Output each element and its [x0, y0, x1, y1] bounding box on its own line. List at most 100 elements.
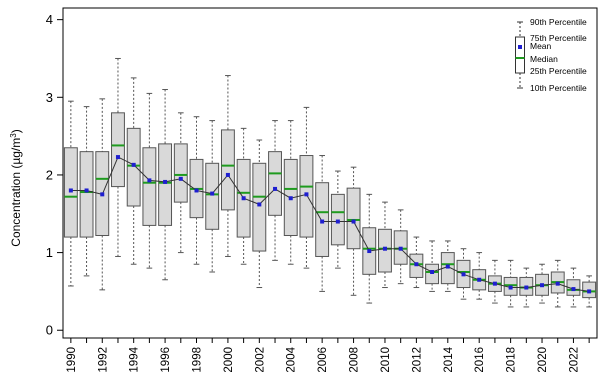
mean-marker — [382, 246, 387, 251]
legend-mean-marker — [518, 45, 522, 49]
y-tick-label: 0 — [46, 323, 53, 338]
iqr-box — [252, 162, 267, 252]
mean-marker — [131, 162, 136, 167]
mean-marker — [163, 179, 168, 184]
mean-marker — [398, 246, 403, 251]
x-tick-label: 2012 — [411, 347, 423, 373]
mean-marker — [84, 188, 89, 193]
mean-marker — [100, 192, 105, 197]
x-tick-label: 2014 — [443, 346, 455, 372]
box-2003 — [268, 120, 282, 261]
box-1999 — [205, 120, 220, 273]
x-tick-label: 2006 — [317, 347, 329, 373]
legend-box — [515, 36, 525, 74]
iqr-box — [158, 143, 173, 226]
mean-marker — [257, 202, 262, 207]
mean-marker — [178, 176, 183, 181]
legend-label-median: Median — [530, 54, 558, 64]
y-tick-label: 4 — [46, 12, 53, 27]
mean-marker — [335, 219, 340, 224]
iqr-box — [346, 187, 361, 250]
plot-frame — [62, 7, 598, 339]
x-tick-label: 1996 — [160, 347, 172, 373]
box-1995 — [142, 92, 157, 269]
x-tick-label: 1998 — [192, 347, 204, 373]
x-tick-label: 2010 — [380, 347, 392, 373]
mean-marker — [367, 249, 372, 254]
box-2016 — [472, 252, 487, 300]
mean-marker — [225, 172, 230, 177]
iqr-box — [142, 147, 157, 226]
mean-marker — [273, 186, 278, 191]
mean-marker — [477, 277, 482, 282]
mean-marker — [430, 270, 435, 274]
box-1997 — [173, 112, 188, 254]
x-tick-label: 2022 — [568, 347, 580, 373]
box-2005 — [299, 106, 314, 269]
legend-label-mean: Mean — [530, 41, 552, 51]
mean-marker — [194, 188, 199, 193]
y-tick-label: 2 — [46, 167, 53, 182]
mean-marker — [210, 191, 215, 196]
legend-label-p25: 25th Percentile — [530, 66, 587, 76]
legend-label-p75: 75th Percentile — [530, 33, 587, 43]
x-tick-label: 2000 — [223, 347, 235, 373]
mean-marker — [414, 262, 419, 267]
x-tick-label: 2002 — [254, 347, 266, 373]
legend-label-p90: 90th Percentile — [530, 17, 587, 27]
box-1993 — [111, 57, 125, 257]
mean-marker — [320, 219, 325, 224]
x-tick-label: 1992 — [97, 347, 109, 373]
y-axis-label: Concentration (µg/m3) — [9, 129, 24, 246]
mean-marker — [461, 272, 466, 277]
legend-label-p10: 10th Percentile — [530, 83, 587, 93]
iqr-box — [220, 129, 235, 211]
iqr-box — [268, 151, 282, 216]
iqr-box — [126, 127, 141, 207]
mean-marker — [445, 264, 450, 269]
mean-marker — [351, 219, 356, 224]
box-2009 — [362, 193, 377, 304]
box-2013 — [425, 240, 440, 292]
mean-marker — [571, 287, 576, 292]
x-tick-label: 2016 — [474, 347, 486, 373]
x-tick-label: 1994 — [129, 346, 141, 372]
box-1996 — [158, 89, 173, 281]
mean-marker — [68, 188, 73, 193]
mean-marker — [288, 196, 293, 201]
mean-marker — [524, 285, 529, 290]
box-2010 — [378, 201, 392, 289]
box-2000 — [220, 75, 235, 257]
mean-marker — [508, 285, 513, 290]
y-tick-label: 3 — [46, 90, 53, 105]
mean-marker — [115, 155, 120, 160]
x-tick-label: 2008 — [349, 347, 361, 373]
box-2002 — [252, 139, 267, 289]
iqr-box — [111, 112, 125, 188]
mean-marker — [555, 281, 560, 286]
mean-marker — [147, 178, 152, 183]
mean-trend-line — [70, 156, 590, 292]
iqr-box — [79, 151, 94, 238]
mean-marker — [241, 196, 246, 201]
x-tick-label: 2020 — [537, 347, 549, 373]
box-2018 — [503, 259, 518, 308]
x-tick-label: 1990 — [66, 347, 78, 373]
box-1994 — [126, 77, 141, 265]
iqr-box — [173, 143, 188, 203]
box-2008 — [346, 166, 361, 296]
box-1990 — [63, 100, 78, 287]
x-tick-label: 2004 — [286, 346, 298, 372]
mean-marker — [492, 281, 497, 286]
box-1991 — [79, 106, 94, 277]
mean-marker — [304, 192, 309, 197]
mean-marker — [540, 283, 545, 288]
iqr-box — [205, 162, 220, 230]
mean-marker — [587, 289, 592, 294]
box-2004 — [283, 120, 298, 265]
y-tick-label: 1 — [46, 245, 53, 260]
x-tick-label: 2018 — [506, 347, 518, 373]
